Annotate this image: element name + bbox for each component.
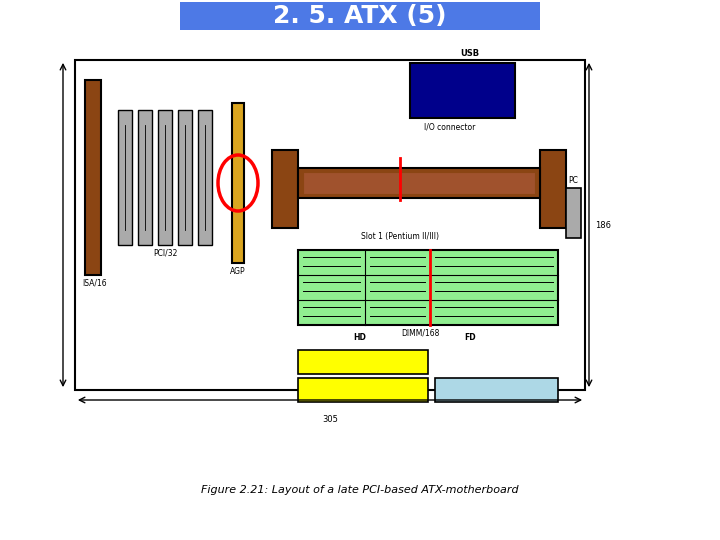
Bar — [272, 150, 298, 228]
Bar — [298, 168, 540, 198]
Text: HD: HD — [354, 333, 366, 342]
Text: ISA/16: ISA/16 — [83, 278, 107, 287]
Text: FD: FD — [464, 333, 476, 342]
Text: PC: PC — [568, 176, 578, 185]
Text: 305: 305 — [322, 415, 338, 424]
Bar — [566, 188, 581, 238]
Bar — [298, 350, 428, 374]
Bar — [158, 110, 172, 245]
Bar — [435, 378, 558, 402]
Bar — [75, 60, 585, 390]
Text: DIMM/168: DIMM/168 — [401, 328, 439, 337]
Text: 186: 186 — [595, 220, 611, 230]
Bar — [410, 63, 515, 118]
Text: 2. 5. ATX (5): 2. 5. ATX (5) — [274, 4, 446, 28]
Text: AGP: AGP — [230, 267, 246, 276]
Text: USB: USB — [460, 49, 480, 58]
Bar — [118, 110, 132, 245]
Bar — [303, 172, 535, 194]
Text: Figure 2.21: Layout of a late PCI-based ATX-motherboard: Figure 2.21: Layout of a late PCI-based … — [201, 485, 519, 495]
Bar — [85, 80, 101, 275]
Text: I/O connector: I/O connector — [424, 122, 476, 131]
Text: Slot 1 (Pentium II/III): Slot 1 (Pentium II/III) — [361, 232, 439, 241]
Bar — [540, 150, 566, 228]
Bar — [298, 250, 558, 325]
Bar — [298, 378, 428, 402]
Bar — [180, 2, 540, 30]
Bar — [232, 103, 244, 263]
Bar — [198, 110, 212, 245]
Bar — [138, 110, 152, 245]
Text: PCI/32: PCI/32 — [153, 248, 177, 257]
Bar — [178, 110, 192, 245]
